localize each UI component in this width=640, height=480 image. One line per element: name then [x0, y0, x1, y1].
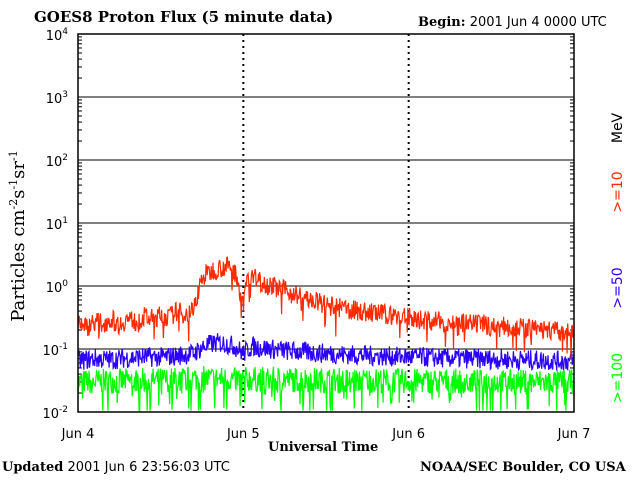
x-tick-label-3: Jun 7 — [557, 427, 591, 442]
begin-time: Begin: 2001 Jun 4 0000 UTC — [418, 15, 607, 30]
x-tick-label-2: Jun 6 — [391, 427, 425, 442]
legend-series-100mev: >=100 — [610, 352, 626, 404]
x-axis-label: Universal Time — [268, 440, 379, 455]
credit: NOAA/SEC Boulder, CO USA — [420, 460, 626, 475]
chart-title: GOES8 Proton Flux (5 minute data) — [34, 8, 334, 26]
legend-series-50mev: >=50 — [610, 267, 626, 309]
y-tick-label-4: 102 — [46, 153, 68, 170]
updated-value: 2001 Jun 6 23:56:03 UTC — [67, 460, 230, 475]
y-tick-label-1: 10-1 — [42, 342, 68, 359]
series-line-1 — [77, 333, 575, 372]
y-tick-label-0: 10-2 — [42, 405, 68, 422]
legend-unit: MeV — [610, 112, 626, 144]
legend-series-10mev: >=10 — [610, 171, 626, 213]
series-line-0 — [77, 256, 575, 360]
x-tick-label-1: Jun 5 — [226, 427, 260, 442]
x-tick-label-0: Jun 4 — [61, 427, 95, 442]
updated-time: Updated 2001 Jun 6 23:56:03 UTC — [2, 460, 230, 475]
series-line-2 — [77, 366, 575, 412]
y-tick-label-6: 104 — [46, 27, 69, 44]
y-tick-label-2: 100 — [46, 279, 69, 296]
begin-value: 2001 Jun 4 0000 UTC — [469, 15, 607, 30]
plot-frame — [77, 33, 575, 413]
begin-label: Begin: — [418, 15, 466, 30]
y-tick-label-3: 101 — [46, 216, 68, 233]
y-tick-label-5: 103 — [46, 90, 68, 107]
updated-label: Updated — [2, 460, 64, 475]
